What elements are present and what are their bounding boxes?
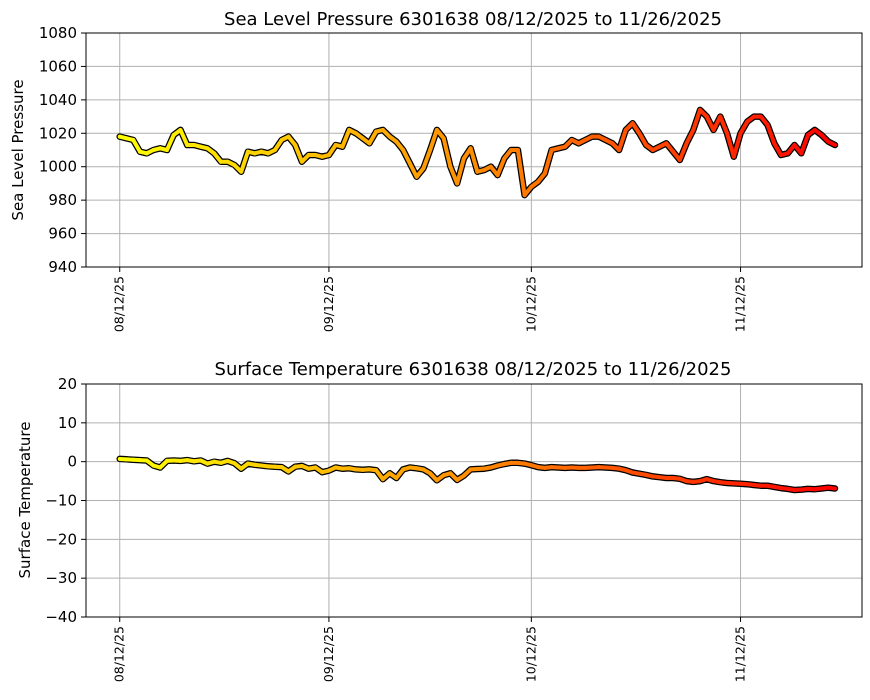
plot-frame [85, 32, 863, 268]
y-tick-label: −20 [45, 530, 77, 548]
grid-lines [86, 32, 862, 268]
series-segment [421, 148, 433, 171]
y-tick-label: 980 [48, 191, 77, 209]
series-segment [407, 161, 419, 179]
y-tick-label: 20 [58, 375, 77, 393]
series-segment [326, 142, 338, 158]
series-segment [515, 148, 527, 198]
x-tick-label: 10/12/25 [523, 626, 538, 682]
series-segment [495, 156, 507, 178]
series-segment [731, 131, 743, 159]
axes: 940 960 980 1000 1020 1040 1060 1080 08/12/25 09/… [39, 24, 863, 332]
x-tick-label: 11/12/25 [733, 626, 748, 682]
y-tick-label: 1020 [39, 124, 77, 142]
y-axis-label: Surface Temperature [16, 422, 34, 579]
y-tick-label: −30 [45, 569, 77, 587]
series-segment [718, 114, 730, 136]
series-segment [178, 127, 190, 147]
x-tick-label: 09/12/25 [321, 626, 336, 682]
series-temperature [116, 455, 839, 494]
y-axis-label: Sea Level Pressure [9, 79, 27, 220]
series-segment [691, 107, 703, 132]
y-tick-label: −10 [45, 492, 77, 510]
chart-title: Surface Temperature 6301638 08/12/2025 t… [215, 359, 732, 380]
series-segment [725, 131, 736, 159]
x-tick-label: 11/12/25 [733, 276, 748, 332]
x-tick-label: 08/12/25 [112, 626, 127, 682]
series-segment [401, 148, 412, 166]
series-segment [293, 142, 304, 164]
y-tick-label: 1060 [39, 57, 77, 75]
y-tick-label: 10 [58, 414, 77, 432]
series-segment [684, 127, 696, 146]
series-segment [164, 132, 176, 152]
series-line-outline [116, 106, 839, 199]
series-segment [617, 127, 628, 152]
series-segment [239, 149, 250, 174]
series-pressure [116, 106, 839, 199]
series-segment [630, 121, 642, 136]
series-segment [826, 485, 838, 491]
series-segment [637, 131, 649, 147]
chart-title: Sea Level Pressure 6301638 08/12/2025 to… [224, 9, 722, 30]
series-segment [468, 146, 480, 174]
surface-temperature-chart: Surface Temperature 6301638 08/12/2025 t… [16, 359, 863, 682]
series-segment [772, 141, 784, 158]
series-segment [367, 129, 379, 146]
series-segment [799, 132, 811, 156]
series-segment [677, 141, 689, 163]
series-segment [272, 137, 284, 152]
y-tick-label: 1040 [39, 91, 77, 109]
y-tick-label: 1000 [39, 158, 77, 176]
x-tick-label: 10/12/25 [523, 276, 538, 332]
series-segment [131, 137, 142, 154]
y-tick-label: 0 [67, 453, 77, 471]
series-segment [542, 148, 554, 176]
series-segment [340, 127, 352, 149]
series-segment [738, 119, 750, 136]
series-line-outline [116, 455, 839, 494]
x-tick-label: 09/12/25 [321, 276, 336, 332]
series-segment [441, 136, 453, 169]
grid-lines [86, 383, 862, 618]
axes: −40 −30 −20 −10 0 10 20 08/12/25 09/12/25 10/12/2… [45, 375, 863, 682]
series-segment [826, 139, 838, 147]
series-segment [704, 114, 716, 132]
y-tick-label: 960 [48, 225, 77, 243]
series-segment [428, 127, 439, 152]
x-tick-label: 08/12/25 [112, 276, 127, 332]
y-tick-label: 940 [48, 258, 77, 276]
y-tick-label: −40 [45, 608, 77, 626]
sea-level-pressure-chart: Sea Level Pressure 6301638 08/12/2025 to… [9, 9, 863, 332]
series-segment [765, 122, 777, 146]
y-tick-label: 1080 [39, 24, 77, 42]
series-segment [455, 156, 466, 186]
